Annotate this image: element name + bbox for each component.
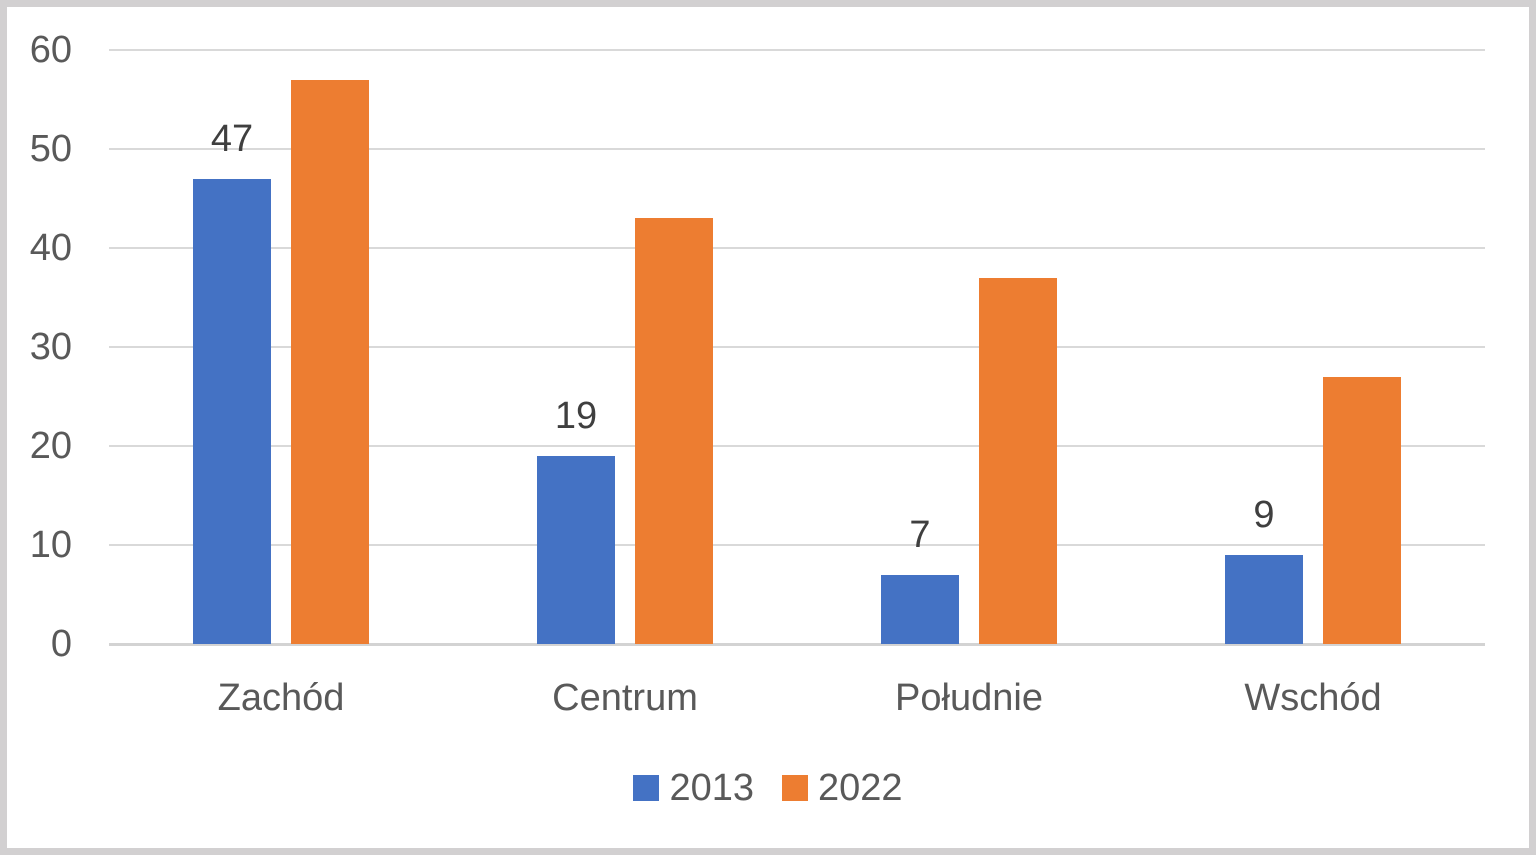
bar-2013-po-udnie [881, 574, 959, 644]
y-tick-label-50: 50 [29, 128, 72, 170]
category-label-centrum: Centrum [552, 677, 698, 719]
bar-2022-wsch-d [1323, 376, 1401, 644]
category-label-po-udnie: Południe [895, 677, 1043, 719]
gridline-40 [109, 247, 1485, 249]
legend-item-2022: 2022 [782, 766, 903, 810]
legend-swatch-2013 [633, 775, 660, 801]
y-tick-label-10: 10 [29, 524, 72, 566]
legend-swatch-2022 [782, 775, 808, 801]
gridline-20 [109, 445, 1485, 447]
bar-2022-zach-d [291, 79, 369, 644]
data-label-2013-zach-d: 47 [210, 117, 254, 160]
legend-label-2022: 2022 [818, 767, 903, 809]
legend-item-2013: 2013 [633, 766, 754, 810]
category-label-wsch-d: Wschód [1244, 677, 1382, 719]
legend: 2013 2022 [0, 766, 1536, 810]
bar-2022-po-udnie [979, 277, 1057, 644]
bar-2013-centrum [537, 455, 615, 644]
y-tick-label-20: 20 [29, 425, 72, 467]
data-label-2013-centrum: 19 [554, 394, 598, 437]
y-tick-label-0: 0 [50, 623, 72, 665]
bar-2013-wsch-d [1225, 554, 1303, 644]
data-label-2013-po-udnie: 7 [909, 513, 931, 556]
data-label-2013-wsch-d: 9 [1253, 493, 1275, 536]
y-tick-label-60: 60 [29, 29, 72, 71]
x-axis-line [109, 643, 1485, 646]
gridline-10 [109, 544, 1485, 546]
category-label-zach-d: Zachód [217, 677, 345, 719]
y-tick-label-40: 40 [29, 227, 72, 269]
gridline-60 [109, 49, 1485, 51]
bar-2013-zach-d [193, 178, 271, 644]
bar-2022-centrum [635, 218, 713, 644]
legend-label-2013: 2013 [669, 767, 754, 809]
gridline-30 [109, 346, 1485, 348]
y-tick-label-30: 30 [29, 326, 72, 368]
gridline-50 [109, 148, 1485, 150]
